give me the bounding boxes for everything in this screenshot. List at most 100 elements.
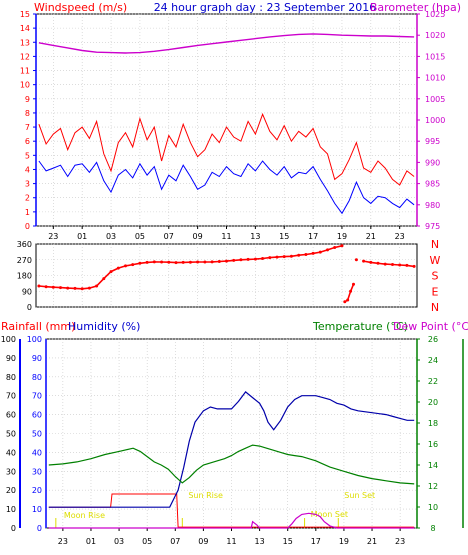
compass-label: N [431, 301, 439, 314]
wind-y-tick-label: 8 [25, 109, 30, 118]
barometer-y-tick-label: 975 [425, 222, 440, 231]
series-dew [48, 512, 415, 529]
temperature-y-tick-label: 16 [428, 440, 438, 449]
humidity-y-tick-label: 20 [32, 486, 42, 495]
climate-x-axis: 23 01 03 05 07 09 11 13 15 17 19 21 23 [58, 528, 405, 546]
wind-y-tick-label: 4 [25, 165, 30, 174]
humidity-y-axis: 0 0 10 10 20 20 30 30 40 40 50 50 60 60 70 70 80 80 90 90 10… [1, 335, 47, 533]
series-wind_avg [38, 160, 415, 215]
wind-x-tick-label: 21 [366, 232, 376, 241]
event-label: Moon Set [311, 510, 348, 519]
direction-grid [36, 243, 417, 308]
climate-x-tick-label: 07 [170, 537, 180, 546]
direction-y-tick-label: 90 [22, 287, 32, 296]
climate-x-tick-label: 23 [58, 537, 68, 546]
wind-y-tick-label: 2 [25, 194, 30, 203]
wind-grid [36, 13, 417, 227]
compass-label: W [430, 254, 441, 267]
wind-x-tick-label: 03 [106, 232, 116, 241]
temperature-y-tick-label: 22 [428, 377, 438, 386]
series-barometer [38, 33, 415, 54]
climate-x-tick-label: 13 [255, 537, 265, 546]
barometer-y-tick-label: 1015 [425, 52, 445, 61]
climate-x-tick-label: 03 [114, 537, 124, 546]
wind-x-tick-label: 11 [221, 232, 231, 241]
wind-y-tick-label: 7 [25, 123, 30, 132]
wind-x-tick-label: 07 [164, 232, 174, 241]
wind-y-tick-label: 14 [20, 24, 30, 33]
temperature-y-tick-label: 10 [428, 503, 438, 512]
series-wind_gust [38, 112, 415, 186]
direction-trail [344, 283, 355, 303]
humidity-y-tick-label: 80 [32, 373, 42, 382]
climate-x-tick-label: 05 [142, 537, 152, 546]
rain-y-tick-label: 70 [6, 392, 16, 401]
barometer-y-tick-label: 990 [425, 158, 440, 167]
temperature-y-tick-label: 24 [428, 356, 438, 365]
barometer-y-tick-label: 1010 [425, 74, 445, 83]
temperature-y-tick-label: 14 [428, 461, 438, 470]
barometer-y-tick-label: 995 [425, 137, 440, 146]
humidity-y-tick-label: 30 [32, 467, 42, 476]
climate-x-tick-label: 21 [367, 537, 377, 546]
humidity-y-tick-label: 90 [32, 354, 42, 363]
humidity-y-tick-label: 100 [27, 335, 42, 344]
temperature-y-axis: 8 10 12 14 16 18 20 22 24 26 [416, 335, 464, 533]
barometer-y-axis: 975 980 985 990 995 1000 1005 1010 1015 1020 1025 [416, 10, 445, 231]
wind-x-tick-label: 23 [48, 232, 58, 241]
temperature-axis-title: Temperature (°C) [312, 320, 408, 333]
barometer-y-tick-label: 1005 [425, 95, 445, 104]
humidity-y-tick-label: 70 [32, 392, 42, 401]
wind-x-tick-label: 09 [193, 232, 203, 241]
wind-y-tick-label: 1 [25, 208, 30, 217]
temperature-y-tick-label: 8 [430, 524, 435, 533]
temperature-y-tick-label: 26 [428, 335, 438, 344]
rain-y-tick-label: 80 [6, 373, 16, 382]
humidity-y-tick-label: 50 [32, 430, 42, 439]
wind-y-tick-label: 11 [20, 67, 30, 76]
event-label: Moon Rise [64, 511, 105, 520]
event-markers: Moon Rise Sun Rise Moon Set Sun Set [55, 491, 375, 528]
wind-x-tick-label: 23 [395, 232, 405, 241]
dew-axis-title: Dew Point (°C) [393, 320, 468, 333]
direction-trail [363, 260, 415, 268]
compass-label: S [432, 270, 439, 283]
barometer-y-tick-label: 1020 [425, 31, 445, 40]
direction-y-axis: 0 90 180 270 360 [17, 240, 37, 312]
barometer-y-tick-label: 1025 [425, 10, 445, 19]
wind-x-tick-label: 15 [279, 232, 289, 241]
chart-title: 24 hour graph day : 23 September 2016 [154, 1, 377, 14]
barometer-y-tick-label: 980 [425, 201, 440, 210]
rain-y-tick-label: 40 [6, 448, 16, 457]
temperature-y-tick-label: 18 [428, 419, 438, 428]
wind-x-tick-label: 01 [77, 232, 87, 241]
rain-y-tick-label: 100 [1, 335, 16, 344]
barometer-axis-title: Barometer (hpa) [370, 1, 461, 14]
rain-y-tick-label: 0 [11, 524, 16, 533]
wind-y-tick-label: 12 [20, 52, 30, 61]
climate-series [48, 391, 415, 529]
climate-x-tick-label: 01 [86, 537, 96, 546]
rain-y-tick-label: 60 [6, 411, 16, 420]
rain-y-tick-label: 10 [6, 505, 16, 514]
wind-series [38, 33, 415, 215]
wind-y-tick-label: 5 [25, 151, 30, 160]
direction-y-tick-label: 0 [27, 303, 32, 312]
rain-y-tick-label: 90 [6, 354, 16, 363]
direction-y-tick-label: 270 [17, 256, 32, 265]
wind-x-tick-label: 05 [135, 232, 145, 241]
series-humidity [48, 391, 415, 508]
direction-point [354, 258, 358, 262]
wind-x-axis: 23 01 03 05 07 09 11 13 15 17 19 21 23 [48, 226, 405, 241]
wind-y-tick-label: 3 [25, 180, 30, 189]
humidity-y-tick-label: 0 [37, 524, 42, 533]
rain-y-tick-label: 20 [6, 486, 16, 495]
event-label: Sun Set [344, 491, 375, 500]
humidity-axis-title: Humidity (%) [68, 320, 140, 333]
wind-y-tick-label: 13 [20, 38, 30, 47]
climate-x-tick-label: 09 [198, 537, 208, 546]
